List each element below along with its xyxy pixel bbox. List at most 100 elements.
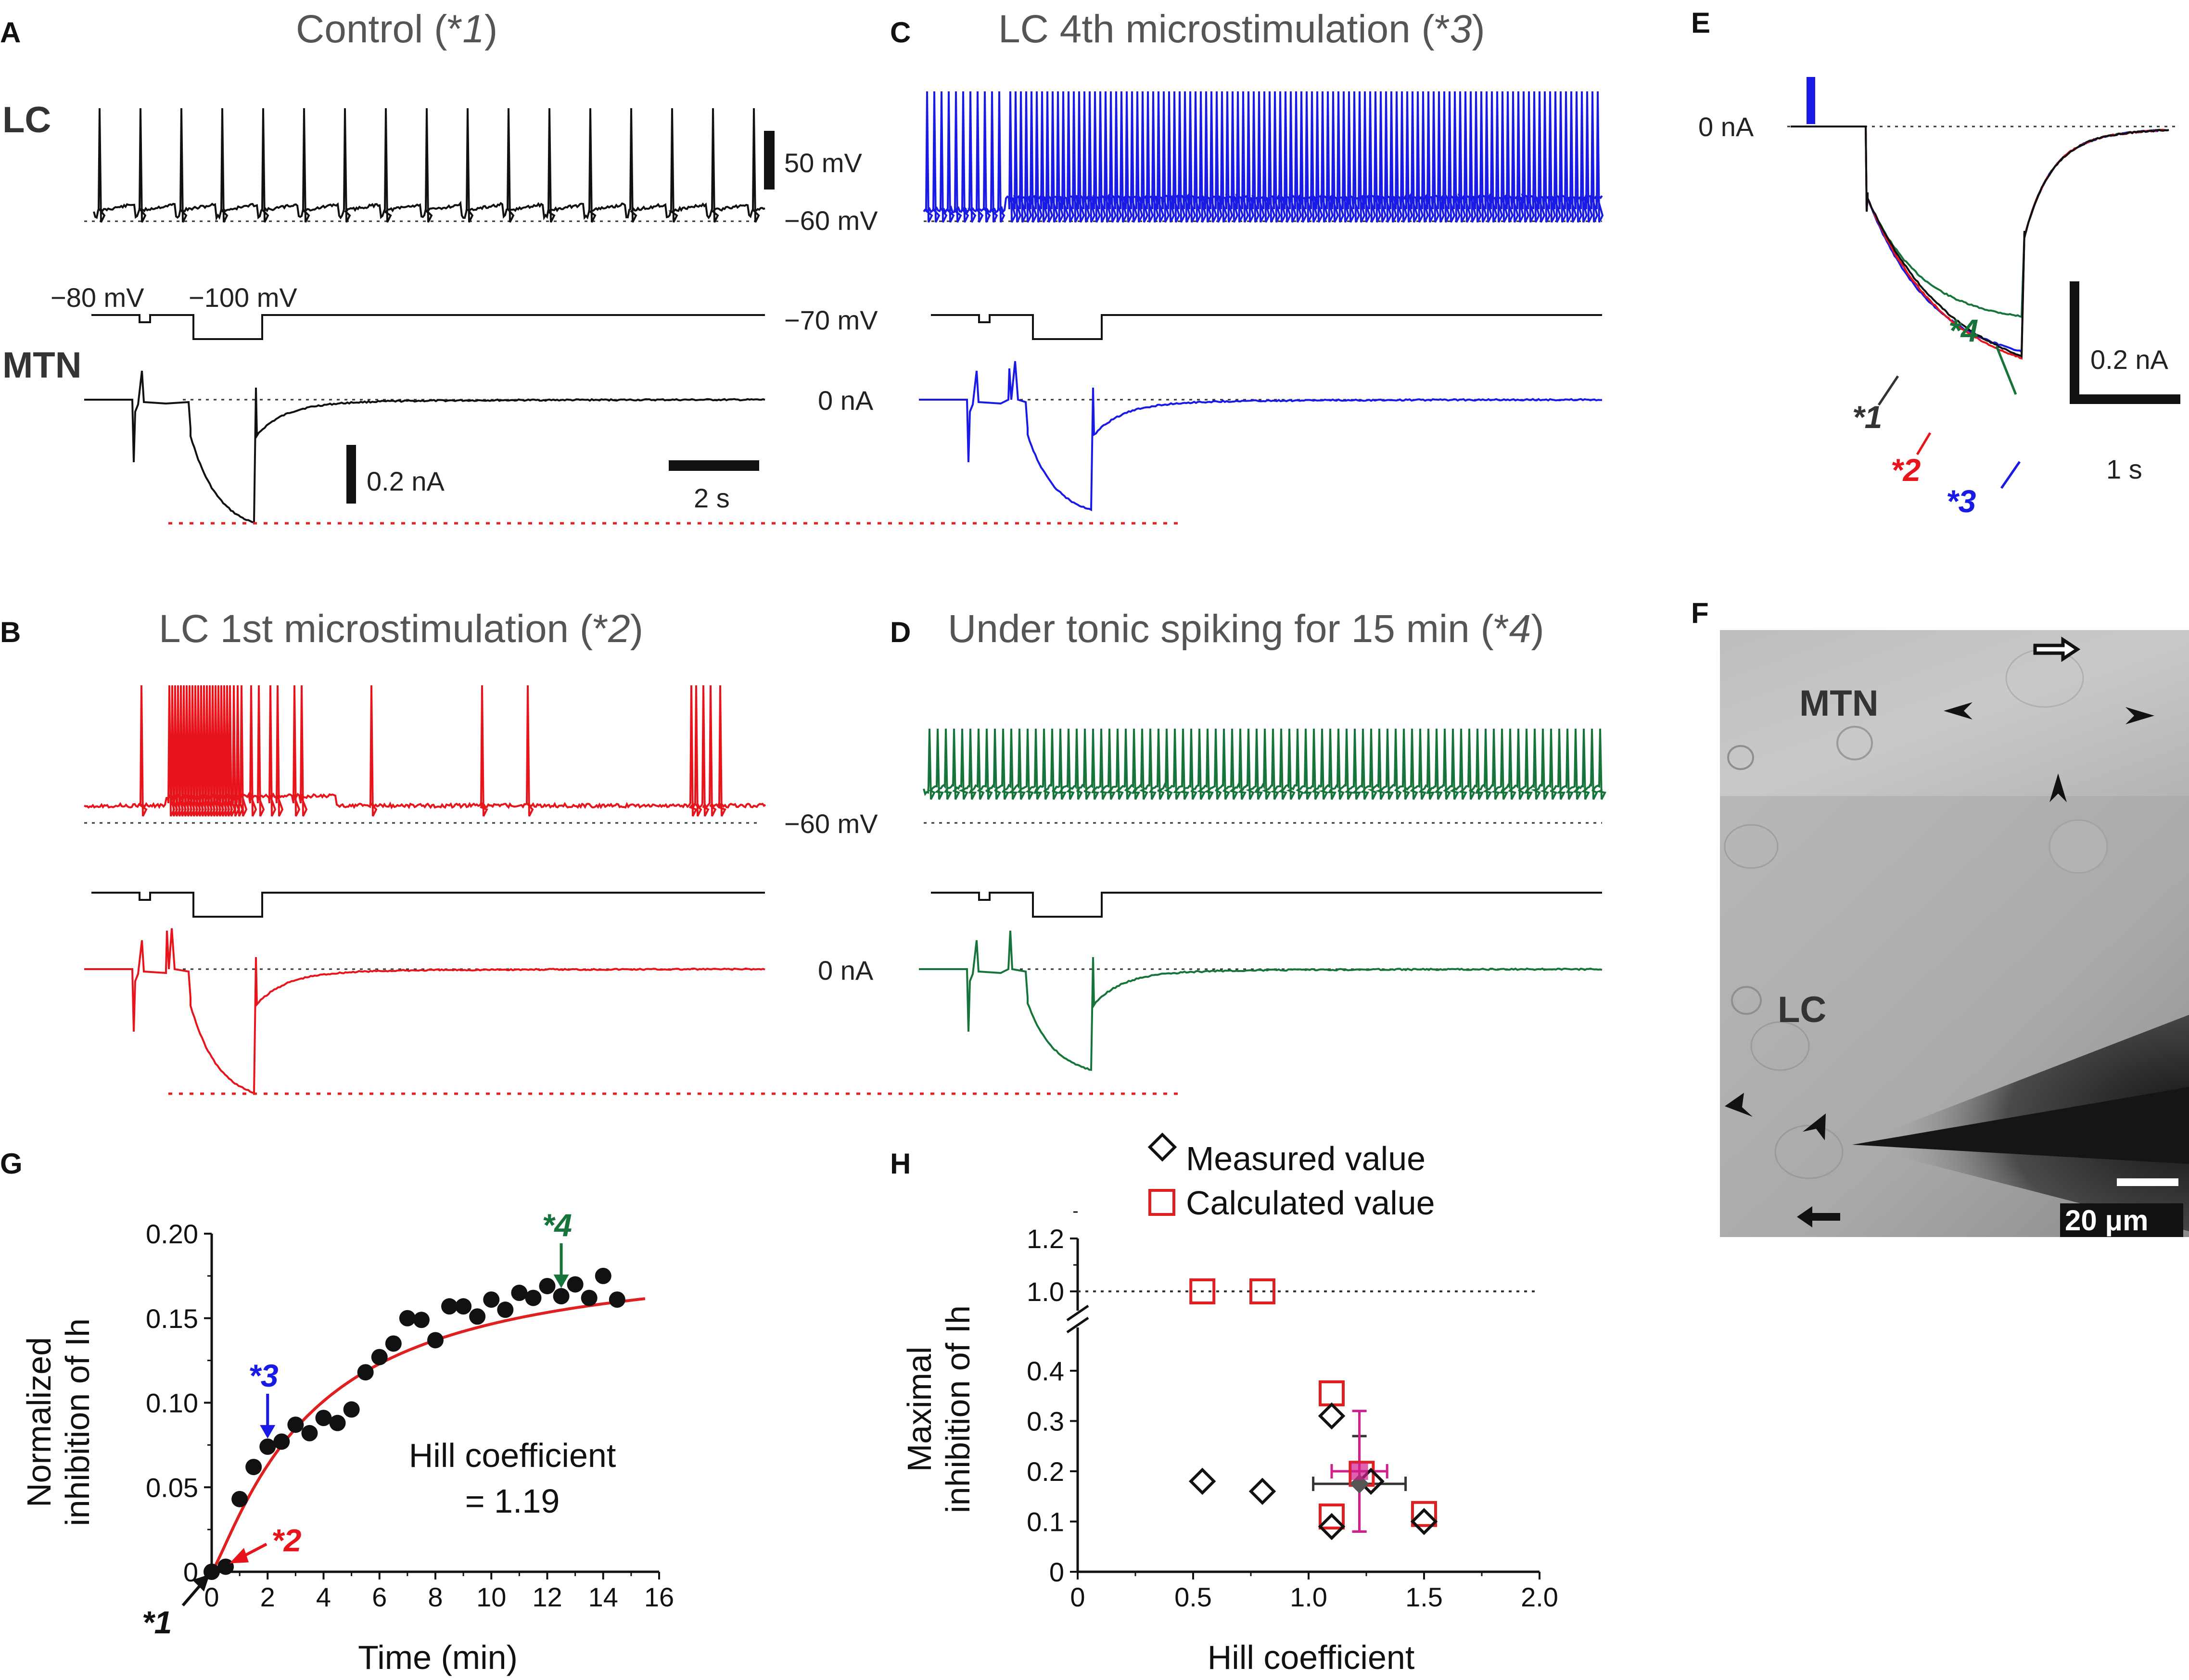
g-data-point	[469, 1308, 486, 1325]
g-x-tick-label: 16	[644, 1582, 674, 1612]
g-data-point	[441, 1298, 458, 1315]
g-data-point	[567, 1276, 584, 1293]
g-data-point	[581, 1289, 598, 1306]
arrowhead-icon	[2049, 773, 2067, 802]
g-y-axis-label-1: Normalized	[20, 1337, 58, 1507]
zero-na-label-a: 0 nA	[818, 385, 874, 416]
g-data-point	[231, 1491, 248, 1507]
g-data-point	[343, 1401, 360, 1418]
panel-a-title: Control (*1)	[296, 7, 497, 51]
h-y-tick-label: 0	[1049, 1557, 1064, 1587]
h-y-tick-label: 0.3	[1027, 1406, 1064, 1437]
scalebar-e-02na-label: 0.2 nA	[2090, 344, 2169, 375]
g-x-tick-label: 10	[476, 1582, 506, 1612]
h-x-axis-label: Hill coefficient	[1208, 1639, 1415, 1676]
g-marker-arrowhead	[260, 1425, 276, 1439]
trace-b-command	[91, 892, 765, 918]
g-data-point	[357, 1364, 374, 1381]
e-pointer-1	[1877, 375, 1899, 406]
h-x-tick-label: 2.0	[1521, 1582, 1558, 1612]
zero-na-label-b: 0 nA	[818, 955, 874, 985]
g-data-point	[301, 1425, 318, 1441]
g-annotation-line-2: = 1.19	[465, 1482, 560, 1520]
v60-label-b: −60 mV	[784, 808, 878, 839]
h-measured-point	[1318, 1513, 1346, 1541]
g-x-tick-label: 14	[588, 1582, 618, 1612]
h-y-axis-label-2: inhibition of Ih	[939, 1305, 977, 1513]
scalebar-02na	[346, 445, 356, 504]
g-y-tick-label: 0.15	[146, 1303, 198, 1334]
trace-d-mtn-current	[919, 930, 1603, 1071]
g-marker-label: *1	[142, 1604, 172, 1640]
g-data-point	[273, 1433, 290, 1450]
g-data-point	[511, 1285, 528, 1301]
scalebar-e-vertical	[2070, 281, 2079, 404]
g-x-tick-label: 2	[260, 1582, 275, 1612]
g-data-point	[259, 1438, 276, 1455]
h-mean-calculated	[1350, 1463, 1368, 1480]
g-x-axis-label: Time (min)	[358, 1639, 518, 1676]
legend-diamond-icon	[1147, 1132, 1177, 1162]
e-trace	[1791, 126, 2169, 358]
g-data-point	[413, 1312, 430, 1328]
h-y-tick-label: 0.2	[1027, 1456, 1064, 1487]
g-marker-label: *3	[248, 1358, 278, 1393]
e-traces	[1791, 126, 2169, 360]
trace-a-mtn-current	[84, 370, 765, 524]
g-data-point	[329, 1415, 346, 1431]
scalebar-2s	[669, 460, 759, 471]
g-data-point	[371, 1349, 388, 1365]
scalebar-e-horizontal	[2070, 394, 2180, 404]
e-label-1: *1	[1852, 399, 1882, 435]
g-data-point	[497, 1301, 514, 1318]
h-x-tick-label: 0.5	[1174, 1582, 1212, 1612]
g-data-point	[287, 1416, 304, 1433]
panel-c-title: LC 4th microstimulation (*3)	[998, 7, 1485, 51]
h-y-tick-label: 0.4	[1027, 1356, 1064, 1386]
h-measured-point	[1410, 1508, 1438, 1535]
micrograph-scalelabel-bg	[2060, 1203, 2183, 1237]
panel-b-title: LC 1st microstimulation (*2)	[159, 607, 643, 651]
g-data-point	[315, 1410, 332, 1427]
e-label-3: *3	[1946, 483, 1976, 519]
g-data-point	[609, 1291, 625, 1308]
scalebar-50mv	[764, 131, 775, 189]
h-y-tick-label: 1.0	[1027, 1276, 1064, 1307]
arrowhead-icon	[1803, 1113, 1826, 1140]
h-calculated-point	[1319, 1380, 1345, 1407]
micrograph-scale-label: 20 μm	[2065, 1204, 2148, 1237]
h-calculated-point	[1249, 1278, 1275, 1304]
legend-measured-label: Measured value	[1186, 1140, 1425, 1177]
panel-c: C LC 4th microstimulation (*3)	[890, 7, 1604, 511]
h-y-tick-label: 0.1	[1027, 1507, 1064, 1537]
panel-letter-e: E	[1691, 7, 1710, 39]
panel-e: E 0 nA 0.2 nA 1 s *1 *2 *3 *4	[1691, 7, 2180, 519]
trace-c-command	[931, 314, 1602, 340]
trace-d-command	[931, 892, 1602, 918]
e-trace	[1791, 126, 2169, 318]
h-calculated-point	[1189, 1278, 1216, 1304]
legend-calculated-label: Calculated value	[1186, 1184, 1435, 1222]
panel-letter-f: F	[1691, 597, 1709, 629]
h-x-tick-label: 0	[1070, 1582, 1085, 1612]
g-marker-arrowhead	[229, 1548, 249, 1564]
g-data-point	[455, 1298, 472, 1315]
g-data-point	[595, 1267, 611, 1284]
g-x-tick-label: 8	[428, 1582, 443, 1612]
trace-c-lc-voltage	[923, 91, 1604, 223]
g-x-tick-label: 12	[532, 1582, 562, 1612]
g-x-tick-label: 6	[372, 1582, 387, 1612]
arrowhead-icon	[1944, 702, 1973, 720]
panel-letter-d: D	[890, 616, 911, 648]
micrograph-mtn-label: MTN	[1799, 683, 1879, 724]
g-annotation-line-1: Hill coefficient	[409, 1437, 616, 1474]
trace-b-mtn-current	[84, 928, 765, 1094]
micrograph	[1720, 630, 2189, 1237]
e-label-4: *4	[1948, 313, 1978, 348]
lc-label: LC	[2, 100, 51, 140]
g-data-point	[385, 1335, 402, 1352]
g-y-tick-label: 0.05	[146, 1472, 198, 1503]
